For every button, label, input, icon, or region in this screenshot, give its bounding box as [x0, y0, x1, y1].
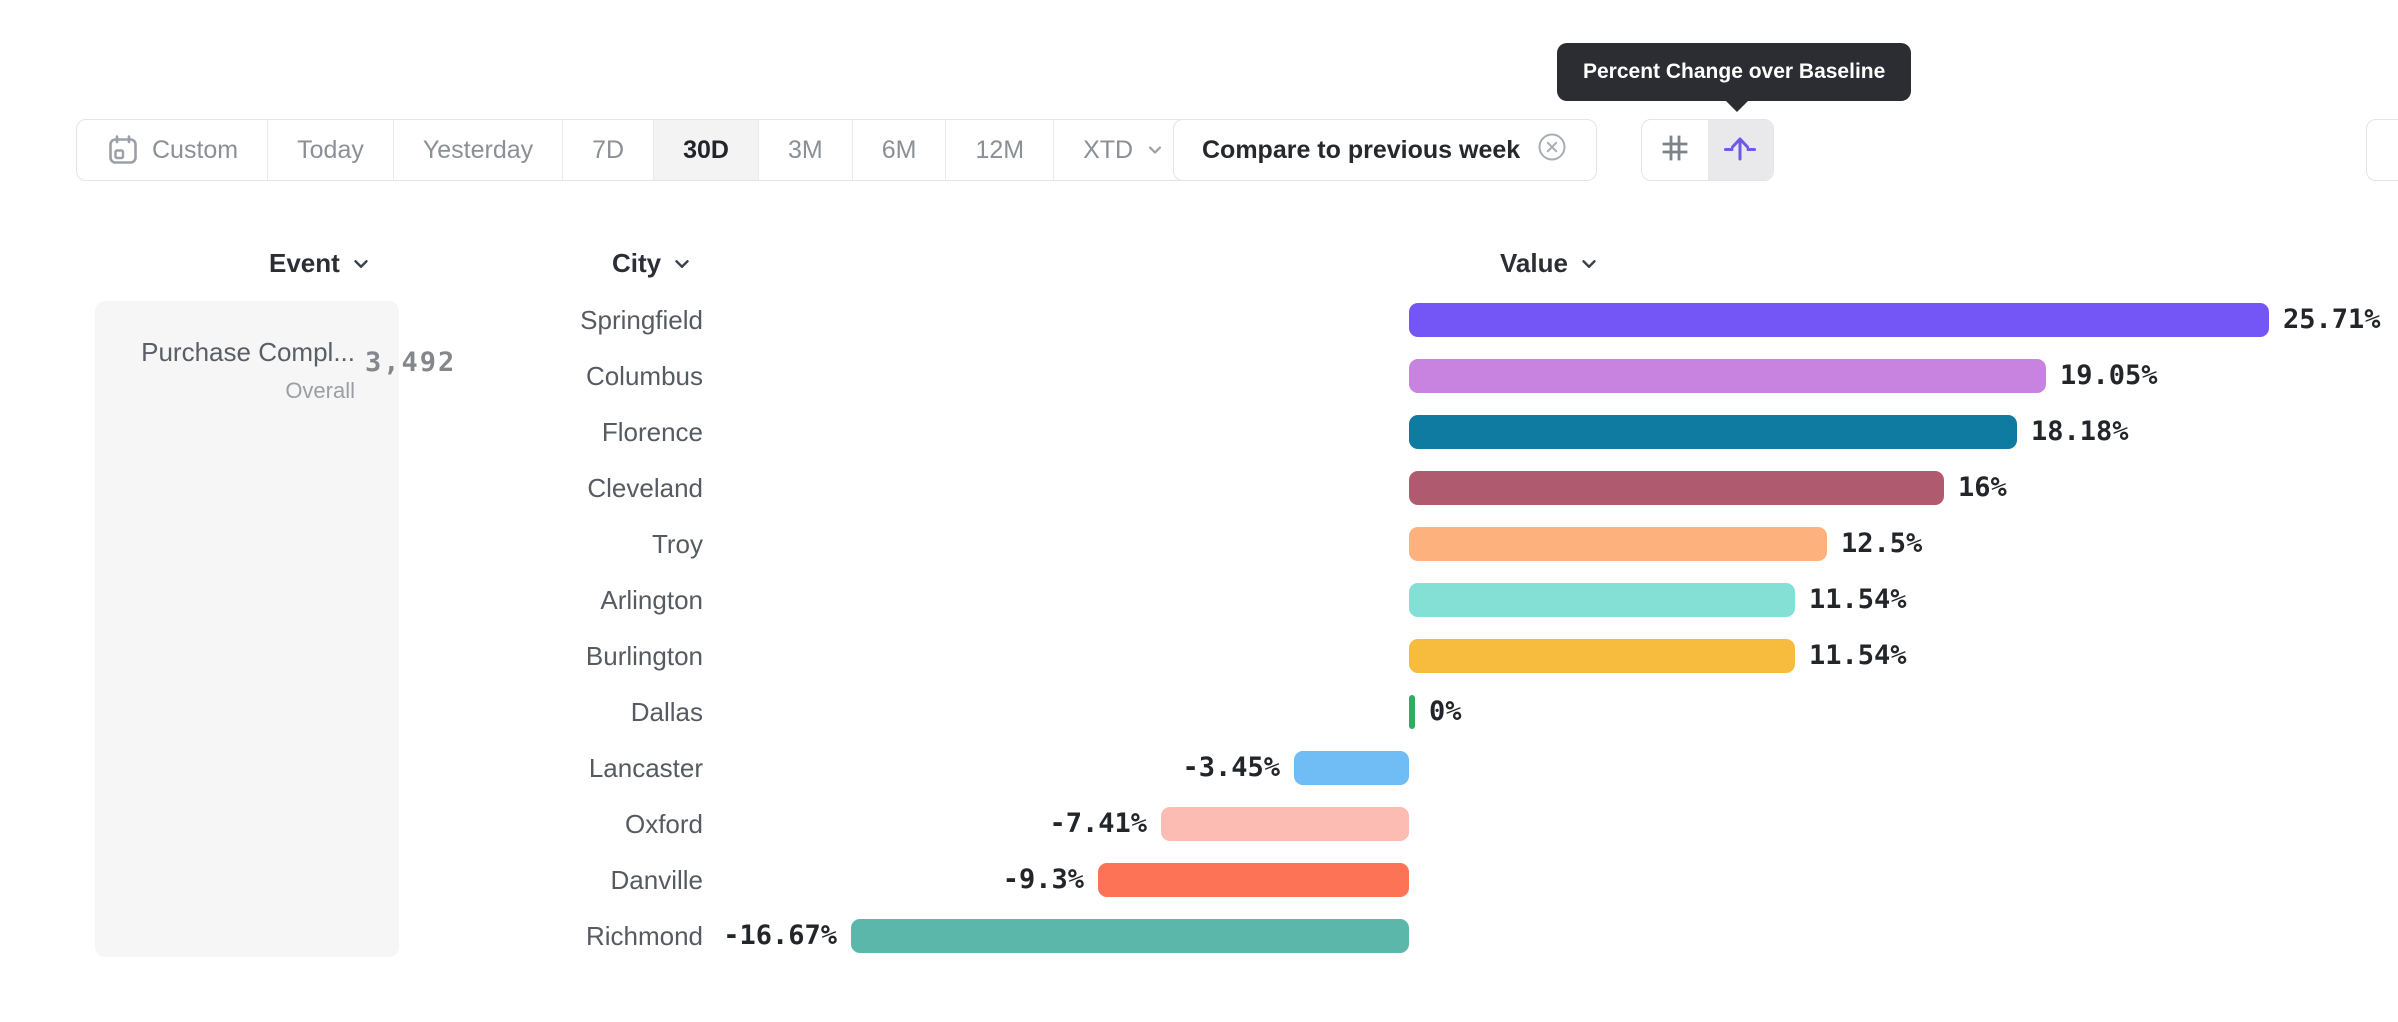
- value-bar[interactable]: [1409, 303, 2269, 337]
- value-label: 11.54%: [1809, 640, 1907, 671]
- column-header-event[interactable]: Event: [269, 248, 372, 279]
- range-label: XTD: [1083, 135, 1134, 164]
- range-label: 6M: [881, 135, 917, 164]
- range-label: 30D: [683, 135, 729, 164]
- value-bar[interactable]: [1409, 359, 2046, 393]
- compare-chip-label: Compare to previous week: [1202, 135, 1521, 164]
- grid-icon: [1659, 132, 1691, 169]
- city-label: Columbus: [585, 361, 703, 391]
- tooltip-text: Percent Change over Baseline: [1583, 60, 1886, 83]
- range-label: 7D: [592, 135, 625, 164]
- event-card-text: Purchase Compl... Overall 3,492: [141, 335, 454, 405]
- value-label: 12.5%: [1841, 528, 1923, 559]
- range-button-30d[interactable]: 30D: [654, 120, 759, 180]
- column-header-value[interactable]: Value: [1500, 248, 1600, 279]
- value-label: 18.18%: [2031, 416, 2129, 447]
- chart-row-burlington: Burlington 11.54%: [0, 628, 2398, 684]
- chart-row-oxford: Oxford -7.41%: [0, 796, 2398, 852]
- view-toggle-percent-change-arrow[interactable]: [1707, 120, 1773, 180]
- city-label: Oxford: [624, 809, 703, 839]
- city-label: Florence: [601, 417, 703, 447]
- chart-row-lancaster: Lancaster -3.45%: [0, 740, 2398, 796]
- chevron-down-icon: [350, 253, 372, 275]
- city-label: Dallas: [630, 697, 703, 727]
- city-label: Arlington: [600, 585, 703, 615]
- value-bar[interactable]: [1409, 527, 1827, 561]
- value-label: 0%: [1429, 696, 1462, 727]
- city-label: Burlington: [585, 641, 703, 671]
- chart-row-columbus: Columbus 19.05%: [0, 348, 2398, 404]
- value-bar[interactable]: [1098, 863, 1409, 897]
- chart-row-springfield: Springfield 25.71%: [0, 292, 2398, 348]
- bar-chart: Springfield 25.71% Columbus 19.05% Florence 1…: [0, 292, 2398, 964]
- compare-chip[interactable]: Compare to previous week: [1173, 119, 1598, 181]
- range-button-7d[interactable]: 7D: [563, 120, 655, 180]
- event-overall-value: 3,492: [365, 347, 457, 378]
- clipped-button[interactable]: [2366, 119, 2398, 181]
- chevron-down-icon: [1145, 140, 1165, 160]
- value-label: 16%: [1958, 472, 2007, 503]
- tooltip-caret: [1725, 100, 1749, 112]
- range-button-custom[interactable]: Custom: [77, 120, 269, 180]
- event-overall: Overall 3,492: [141, 347, 454, 405]
- city-label: Troy: [651, 529, 703, 559]
- value-label: -7.41%: [1049, 808, 1147, 839]
- value-bar[interactable]: [851, 919, 1409, 953]
- chart-row-cleveland: Cleveland 16%: [0, 460, 2398, 516]
- value-bar[interactable]: [1409, 415, 2017, 449]
- range-button-6m[interactable]: 6M: [853, 120, 947, 180]
- range-button-xtd[interactable]: XTD: [1054, 120, 1194, 180]
- value-bar[interactable]: [1409, 639, 1795, 673]
- chart-row-florence: Florence 18.18%: [0, 404, 2398, 460]
- event-title: Purchase Compl...: [141, 337, 355, 367]
- city-label: Danville: [610, 865, 704, 895]
- value-label: 25.71%: [2283, 304, 2381, 335]
- chart-row-dallas: Dallas 0%: [0, 684, 2398, 740]
- city-label: Lancaster: [588, 753, 703, 783]
- city-label: Cleveland: [587, 473, 703, 503]
- city-label: Richmond: [585, 921, 703, 951]
- range-label: 12M: [975, 135, 1025, 164]
- calendar-icon: [106, 133, 140, 167]
- event-overall-label: Overall: [285, 378, 355, 403]
- value-label: 11.54%: [1809, 584, 1907, 615]
- chevron-down-icon: [1578, 253, 1600, 275]
- column-header-city[interactable]: City: [612, 248, 693, 279]
- column-header-label: City: [612, 248, 662, 278]
- chart-row-richmond: Richmond -16.67%: [0, 908, 2398, 964]
- range-label: Yesterday: [422, 135, 534, 164]
- chevron-down-icon: [671, 253, 693, 275]
- value-bar[interactable]: [1409, 471, 1944, 505]
- city-label: Springfield: [580, 305, 703, 335]
- percent-change-arrow-icon: [1722, 130, 1758, 171]
- range-label: Today: [297, 135, 364, 164]
- value-bar[interactable]: [1409, 583, 1795, 617]
- chart-row-troy: Troy 12.5%: [0, 516, 2398, 572]
- column-header-label: Event: [269, 248, 340, 278]
- event-card[interactable]: Purchase Compl... Overall 3,492: [95, 301, 454, 957]
- column-header-label: Value: [1500, 248, 1568, 278]
- value-bar[interactable]: [1294, 751, 1409, 785]
- chart-row-danville: Danville -9.3%: [0, 852, 2398, 908]
- circle-x-icon[interactable]: [1536, 131, 1568, 170]
- range-button-12m[interactable]: 12M: [946, 120, 1055, 180]
- value-label: 19.05%: [2060, 360, 2158, 391]
- value-label: -16.67%: [723, 920, 837, 951]
- value-label: -9.3%: [1002, 864, 1084, 895]
- value-bar[interactable]: [1409, 695, 1415, 729]
- range-button-yesterday[interactable]: Yesterday: [394, 120, 564, 180]
- view-toggle-group: [1641, 119, 1774, 181]
- date-range-group: Custom Today Yesterday 7D 30D 3M 6M 12M XTD: [76, 119, 1196, 181]
- view-toggle-grid[interactable]: [1642, 120, 1708, 180]
- value-label: -3.45%: [1182, 752, 1280, 783]
- value-bar[interactable]: [1161, 807, 1409, 841]
- range-button-today[interactable]: Today: [268, 120, 394, 180]
- range-button-3m[interactable]: 3M: [759, 120, 853, 180]
- range-label: Custom: [152, 135, 239, 164]
- chart-row-arlington: Arlington 11.54%: [0, 572, 2398, 628]
- range-label: 3M: [787, 135, 823, 164]
- tooltip-percent-change: Percent Change over Baseline: [1557, 43, 1912, 112]
